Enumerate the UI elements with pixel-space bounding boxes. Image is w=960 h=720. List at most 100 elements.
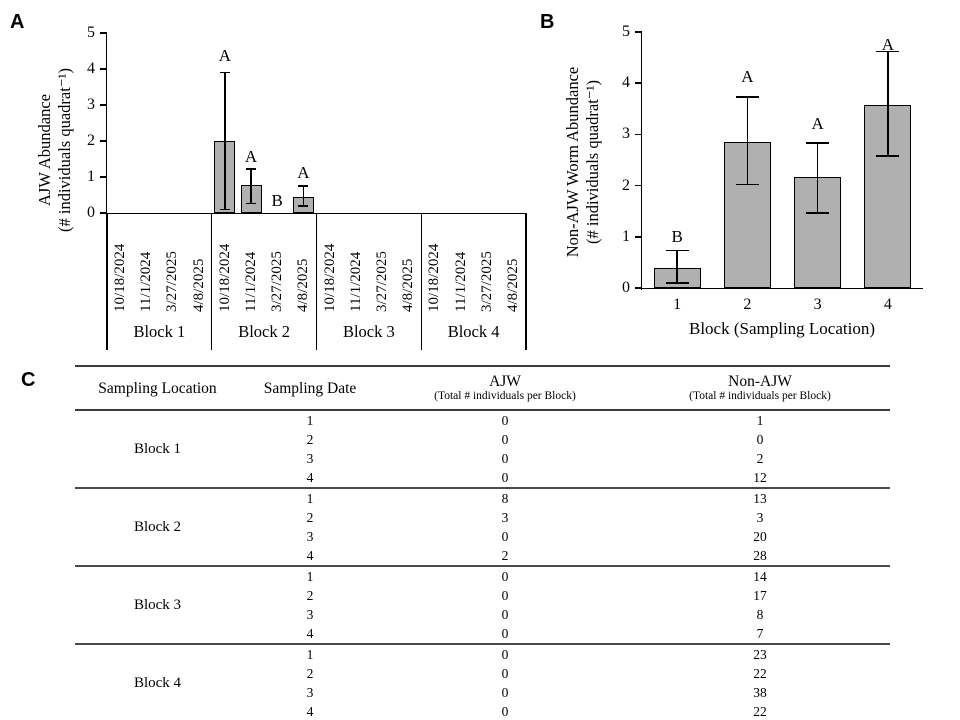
table-row: 4 0 7 [75, 624, 890, 644]
y-axis-line [105, 33, 107, 215]
y-tick-mark [99, 68, 107, 70]
col-header-sampling-location: Sampling Location [75, 366, 240, 411]
table-row: 3 0 20 [75, 527, 890, 546]
table-row: 4 0 22 [75, 702, 890, 720]
ajw-count-cell: 0 [501, 451, 509, 466]
col-header-label: Sampling Location [98, 379, 217, 397]
table-row: 3 0 2 [75, 449, 890, 468]
block-label: Block 1 [133, 322, 186, 341]
date-label: 3/27/2025 [269, 251, 286, 312]
y-tick-mark [634, 31, 642, 33]
category-divider [106, 213, 108, 350]
ajw-count-cell: 3 [501, 510, 509, 525]
stat-letter: A [244, 147, 258, 167]
ajw-count-cell: 0 [501, 470, 509, 485]
block-location-cell: Block 3 [75, 565, 240, 644]
y-tick-mark [634, 133, 642, 136]
y-tick-mark [99, 212, 107, 214]
table-row: Block 4 1 0 23 [75, 643, 890, 720]
nonajw-count-cell: 38 [753, 685, 767, 700]
block-label: Block 4 [447, 322, 500, 341]
table-row: 2 0 0 [75, 430, 890, 449]
date-label: 4/8/2025 [295, 258, 312, 312]
x-tick-label: 4 [883, 296, 892, 313]
col-header-ajw: AJW (Total # individuals per Block) [380, 366, 630, 411]
table-row: 3 0 38 [75, 683, 890, 702]
category-divider [525, 213, 527, 350]
date-label: 11/1/2024 [452, 251, 469, 312]
date-label: 4/8/2025 [504, 258, 521, 312]
nonajw-count-cell: 7 [756, 626, 764, 641]
error-bar-cap-bottom [219, 208, 230, 211]
error-bar-line [887, 51, 889, 156]
sampling-date-cell: 2 [306, 510, 314, 525]
error-bar-cap-top [298, 185, 309, 187]
error-bar-cap-bottom [806, 212, 830, 214]
sampling-date-cell: 3 [306, 451, 314, 466]
block-location-cell: Block 4 [75, 643, 240, 720]
ajw-count-cell: 0 [380, 643, 630, 664]
error-bar-cap-top [876, 50, 900, 53]
date-label: 11/1/2024 [138, 251, 155, 312]
y-axis-line [640, 32, 642, 290]
ajw-count-cell: 0 [501, 413, 509, 428]
y-tick-label: 5 [622, 23, 630, 40]
nonajw-count-cell: 1 [756, 413, 764, 428]
error-bar-line [676, 250, 678, 283]
sampling-date-cell: 3 [306, 685, 314, 700]
sampling-date-cell: 1 [306, 413, 314, 428]
y-axis-title: AJW Abundance (# individuals quadrat⁻¹) [35, 68, 74, 232]
category-divider [420, 213, 422, 350]
nonajw-count-cell: 22 [753, 704, 767, 719]
nonajw-count-cell: 17 [753, 588, 767, 603]
date-label: 4/8/2025 [190, 258, 207, 312]
stat-letter: A [811, 114, 824, 134]
error-bar-cap-top [806, 142, 830, 144]
error-bar-line [250, 169, 252, 204]
date-label: 4/8/2025 [400, 258, 417, 312]
y-tick-label: 0 [622, 279, 630, 296]
col-header-subtext: (Total # individuals per Block) [434, 390, 576, 402]
date-label: 10/18/2024 [112, 243, 129, 312]
table-row: 3 0 8 [75, 605, 890, 624]
sampling-date-cell: 1 [240, 643, 380, 664]
date-label: 11/1/2024 [243, 251, 260, 312]
nonajw-count-cell: 14 [630, 565, 890, 586]
error-bar-cap-bottom [246, 202, 257, 205]
x-tick-label: 2 [743, 296, 752, 313]
error-bar-cap-bottom [298, 205, 309, 207]
x-axis-line [642, 287, 923, 289]
nonajw-count-cell: 23 [630, 643, 890, 664]
sampling-date-cell: 3 [306, 607, 314, 622]
panel-c-label: C [21, 369, 36, 391]
y-tick-mark [634, 184, 642, 187]
date-label: 10/18/2024 [216, 243, 233, 312]
table-row: Block 1 1 0 1 [75, 410, 890, 457]
nonajw-count-cell: 3 [756, 510, 764, 525]
nonajw-count-cell: 0 [756, 432, 764, 447]
y-tick-mark [99, 140, 107, 142]
block-label: Block 3 [342, 322, 395, 341]
nonajw-count-cell: 12 [753, 470, 767, 485]
stat-letter: A [218, 46, 231, 66]
sampling-date-cell: 4 [306, 548, 314, 563]
table-row: Block 3 1 0 14 [75, 565, 890, 644]
table-row: Block 2 1 8 13 [75, 487, 890, 566]
ajw-count-cell: 0 [501, 626, 509, 641]
block-label: Block 2 [238, 322, 291, 341]
table-row: 2 0 17 [75, 586, 890, 605]
nonajw-count-cell: 22 [753, 666, 767, 681]
nonajw-count-cell: 13 [630, 487, 890, 508]
error-bar-cap-bottom [735, 183, 759, 186]
col-header-sampling-date: Sampling Date [240, 366, 380, 411]
error-bar-line [302, 186, 305, 206]
nonajw-count-cell: 8 [756, 607, 764, 622]
sampling-date-cell: 4 [306, 626, 314, 641]
y-tick-mark [99, 32, 107, 34]
y-tick-label: 4 [87, 60, 95, 77]
panel-b-label: B [540, 11, 555, 33]
date-label: 10/18/2024 [321, 243, 338, 312]
date-label: 10/18/2024 [426, 243, 443, 312]
error-bar-line [224, 72, 226, 210]
block-location-cell: Block 2 [75, 487, 240, 566]
